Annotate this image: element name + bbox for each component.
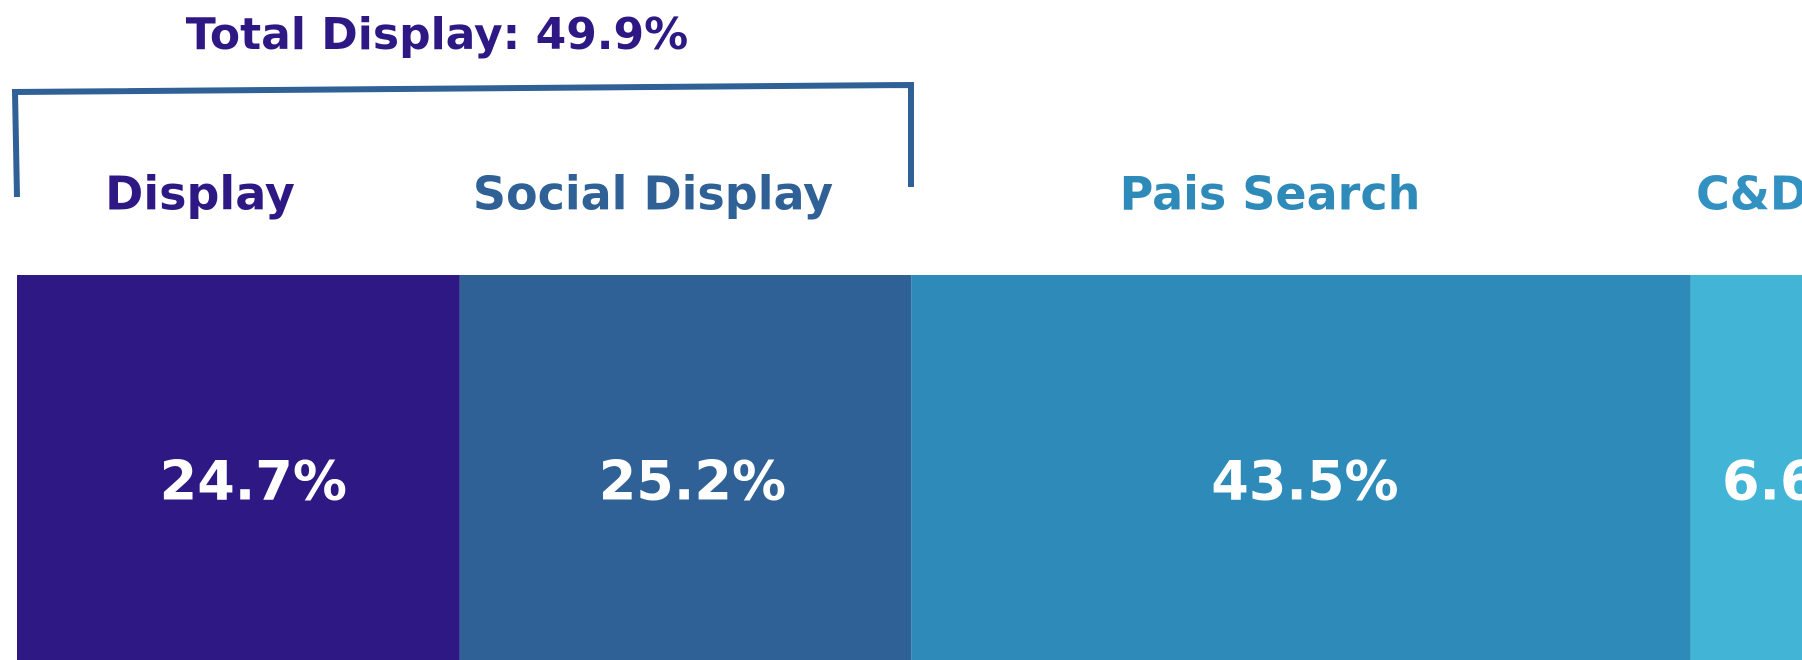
- value-label: 25.2%: [599, 450, 786, 513]
- value-label: 24.7%: [160, 450, 347, 513]
- value-label: 43.5%: [1211, 450, 1398, 513]
- bar-segment: [17, 275, 460, 660]
- category-label: Display: [105, 167, 295, 221]
- annotation: Total Display: 49.9%: [186, 9, 688, 60]
- value-label: 6.6%: [1722, 450, 1802, 513]
- bar-segment: [1690, 275, 1802, 660]
- bar-segment: [459, 275, 912, 660]
- bar-segment: [911, 275, 1691, 660]
- category-label: Pais Search: [1120, 167, 1421, 221]
- category-label: Social Display: [473, 167, 833, 221]
- category-label: C&D: [1696, 167, 1802, 221]
- bracket: [11, 81, 914, 198]
